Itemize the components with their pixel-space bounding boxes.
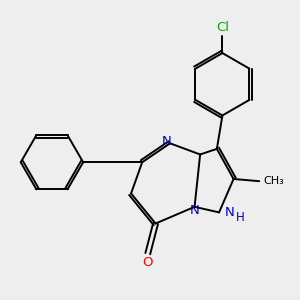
Text: N: N	[162, 135, 172, 148]
Text: H: H	[236, 211, 244, 224]
Text: CH₃: CH₃	[264, 176, 284, 186]
Text: Cl: Cl	[216, 21, 229, 34]
Text: N: N	[224, 206, 234, 219]
Text: N: N	[190, 204, 200, 217]
Text: O: O	[142, 256, 153, 269]
